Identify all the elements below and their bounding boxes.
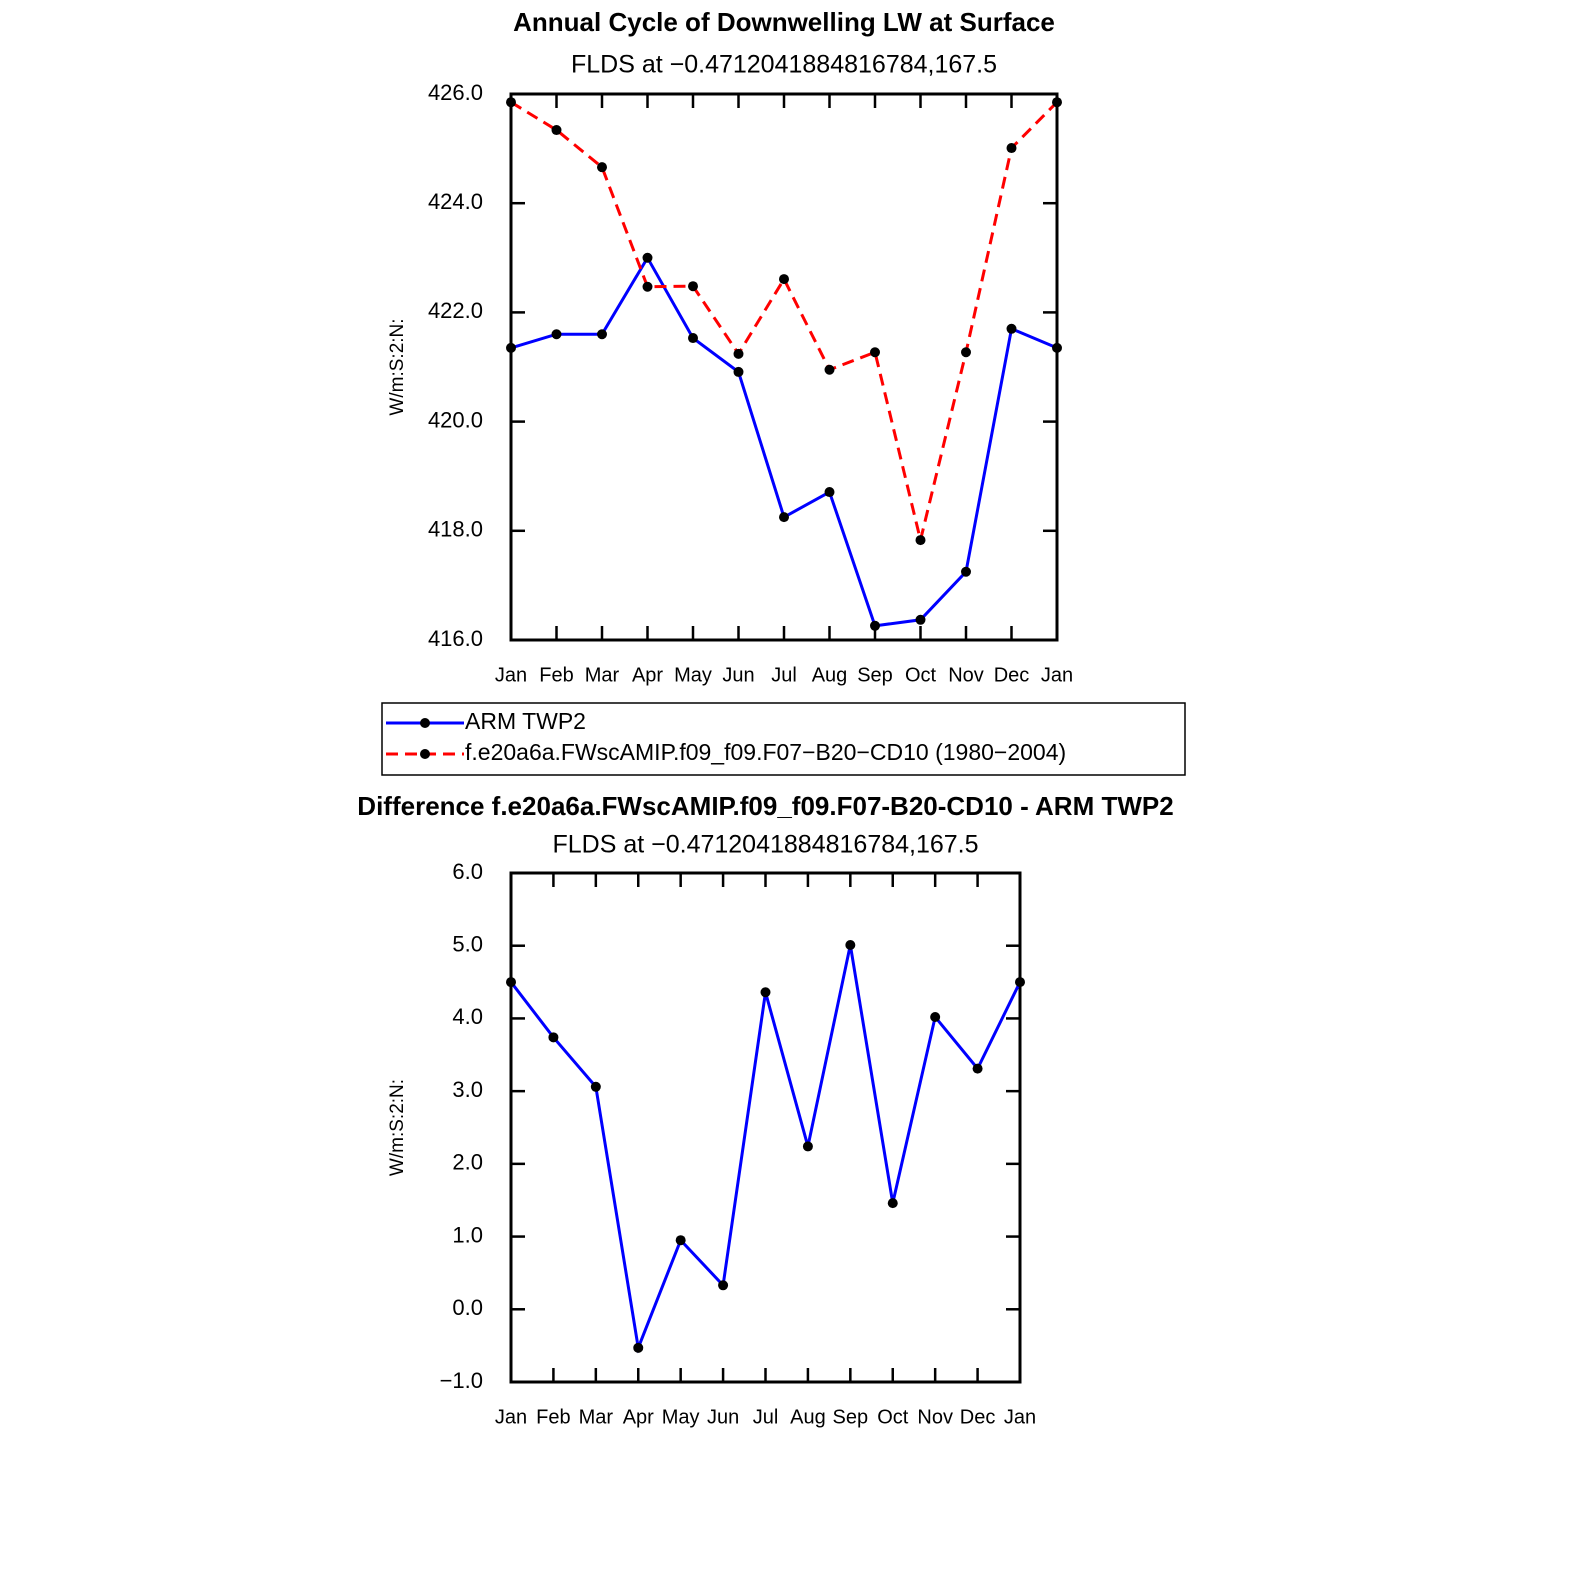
- series-line: [509, 944, 1022, 1354]
- y-tick-label: 426.0: [428, 80, 483, 105]
- legend-label: ARM TWP2: [465, 708, 586, 734]
- data-point: [642, 281, 653, 292]
- data-point: [597, 162, 607, 173]
- x-tick-label: Mar: [585, 664, 620, 686]
- data-point: [688, 333, 698, 344]
- chart-subtitle: FLDS at −0.4712041884816784,167.5: [552, 831, 978, 859]
- data-point: [887, 1198, 898, 1209]
- data-point: [1052, 342, 1062, 353]
- x-tick-label: Aug: [812, 664, 848, 686]
- data-point: [1015, 977, 1025, 988]
- data-point: [930, 1011, 941, 1022]
- y-tick-label: 420.0: [428, 407, 483, 432]
- y-tick-label: 416.0: [428, 626, 483, 651]
- data-point: [824, 487, 835, 498]
- y-tick-label: 424.0: [428, 189, 483, 214]
- data-point: [733, 348, 744, 359]
- data-point: [506, 977, 516, 988]
- chart-subtitle: FLDS at −0.4712041884816784,167.5: [571, 51, 997, 79]
- plot-frame: [509, 92, 1059, 642]
- x-tick-label: Sep: [833, 1406, 869, 1428]
- legend-marker: [420, 749, 430, 759]
- data-point: [915, 535, 926, 546]
- x-tick-label: Apr: [632, 664, 663, 686]
- data-point: [760, 987, 771, 998]
- y-tick-label: 4.0: [452, 1004, 483, 1029]
- series-line: [510, 100, 1059, 541]
- data-point: [675, 1235, 686, 1246]
- y-tick-label: 5.0: [452, 932, 483, 957]
- y-tick-label: 6.0: [452, 859, 483, 884]
- data-point: [824, 364, 835, 375]
- legend-box: [381, 702, 1186, 776]
- y-axis-label: W/m:S:2:N:: [387, 318, 408, 415]
- x-tick-label: Jun: [722, 664, 754, 686]
- x-tick-label: Apr: [623, 1406, 654, 1428]
- y-tick-label: 3.0: [452, 1077, 483, 1102]
- data-point: [1006, 323, 1017, 334]
- data-point: [551, 329, 562, 340]
- data-point: [688, 281, 698, 292]
- x-tick-label: Feb: [539, 664, 573, 686]
- x-tick-label: Nov: [917, 1406, 953, 1428]
- legend-marker: [420, 718, 430, 728]
- data-point: [961, 566, 971, 577]
- x-tick-label: Jul: [771, 664, 797, 686]
- data-point: [597, 329, 607, 340]
- data-point: [1052, 97, 1062, 108]
- x-tick-label: Oct: [905, 664, 937, 686]
- x-tick-label: Dec: [960, 1406, 996, 1428]
- x-tick-label: Jun: [707, 1406, 739, 1428]
- y-tick-label: 0.0: [452, 1295, 483, 1320]
- data-point: [506, 97, 516, 108]
- data-point: [779, 274, 789, 285]
- data-point: [642, 252, 653, 263]
- data-point: [870, 347, 880, 358]
- y-tick-label: −1.0: [440, 1368, 483, 1393]
- data-point: [1006, 143, 1017, 154]
- x-tick-label: Nov: [948, 664, 984, 686]
- y-tick-label: 422.0: [428, 298, 483, 323]
- x-tick-label: Jan: [495, 664, 527, 686]
- x-tick-label: Jan: [1004, 1406, 1036, 1428]
- x-tick-label: Oct: [877, 1406, 909, 1428]
- data-point: [845, 939, 856, 950]
- legend-label: f.e20a6a.FWscAMIP.f09_f09.F07−B20−CD10 (…: [465, 739, 1066, 765]
- data-point: [802, 1141, 813, 1152]
- data-point: [961, 347, 971, 358]
- x-tick-label: Dec: [994, 664, 1030, 686]
- data-point: [870, 620, 880, 631]
- y-axis-label: W/m:S:2:N:: [387, 1079, 408, 1176]
- x-tick-label: Jan: [1041, 664, 1073, 686]
- y-tick-label: 418.0: [428, 517, 483, 542]
- data-point: [915, 614, 926, 625]
- data-point: [548, 1032, 559, 1043]
- data-point: [779, 512, 789, 523]
- x-tick-label: Mar: [579, 1406, 614, 1428]
- y-tick-label: 1.0: [452, 1222, 483, 1247]
- data-point: [506, 342, 516, 353]
- x-tick-label: Jan: [495, 1406, 527, 1428]
- x-tick-label: May: [674, 664, 712, 686]
- data-point: [733, 366, 744, 377]
- data-point: [551, 125, 562, 136]
- plot-frame: [509, 871, 1022, 1384]
- chart-title: Difference f.e20a6a.FWscAMIP.f09_f09.F07…: [357, 791, 1173, 821]
- x-tick-label: Aug: [790, 1406, 826, 1428]
- chart-title: Annual Cycle of Downwelling LW at Surfac…: [513, 7, 1055, 37]
- x-tick-label: Jul: [753, 1406, 779, 1428]
- x-tick-label: Feb: [536, 1406, 570, 1428]
- data-point: [633, 1342, 644, 1353]
- x-tick-label: May: [662, 1406, 700, 1428]
- y-tick-label: 2.0: [452, 1150, 483, 1175]
- data-point: [718, 1280, 729, 1291]
- data-point: [972, 1063, 983, 1074]
- data-point: [590, 1081, 601, 1092]
- x-tick-label: Sep: [857, 664, 893, 686]
